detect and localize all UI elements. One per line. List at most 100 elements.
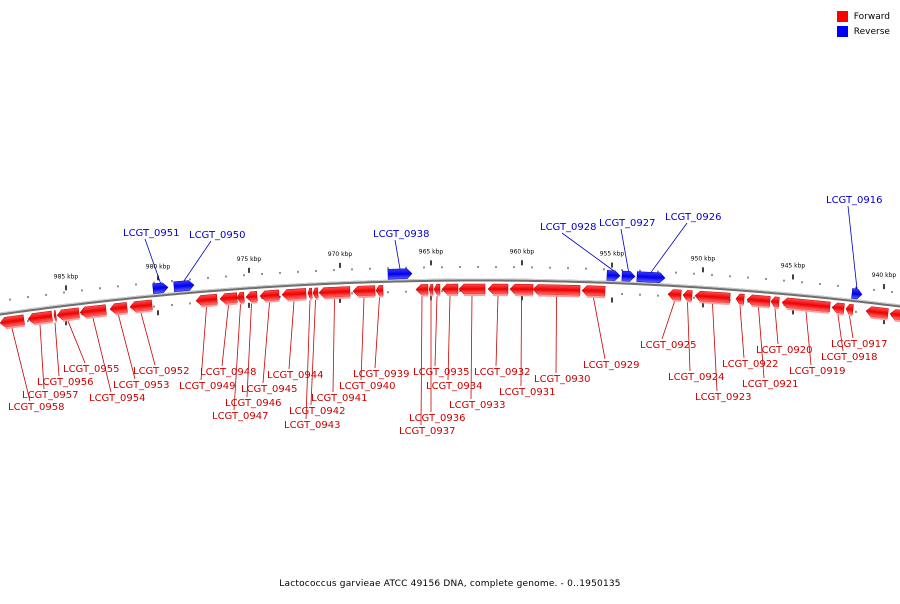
gene-arrow-lcgt-0929 — [581, 285, 606, 297]
gene-label: LCGT_0941 — [311, 393, 368, 404]
gene-leader-line — [200, 306, 207, 381]
reverse-swatch — [836, 26, 848, 37]
gene-arrow-unlabeled — [865, 306, 889, 319]
gene-leader-line — [758, 307, 765, 379]
gene-arrow-lcgt-0957 — [27, 310, 53, 324]
gene-arrow-lcgt-0917-shadow — [848, 314, 853, 317]
gene-arrow-lcgt-0932 — [487, 283, 509, 295]
gene-arrow-lcgt-0918 — [831, 302, 845, 314]
gene-arrow-lcgt-0943-shadow — [310, 298, 313, 301]
gene-label: LCGT_0919 — [789, 366, 846, 377]
gene-arrow-lcgt-0946 — [245, 291, 258, 302]
gene-label: LCGT_0949 — [179, 381, 236, 392]
gene-arrow-lcgt-0936 — [428, 284, 434, 295]
gene-leader-line — [847, 205, 858, 290]
gene-features — [0, 268, 900, 330]
gene-label: LCGT_0935 — [413, 367, 470, 378]
gene-arrow-lcgt-0918-shadow — [836, 312, 844, 316]
legend-forward-label: Forward — [853, 11, 890, 22]
gene-leader-line — [712, 303, 718, 392]
gene-arrow-lcgt-0954-shadow — [85, 314, 107, 319]
gene-arrow-lcgt-0921-shadow — [751, 304, 770, 309]
gene-arrow-lcgt-0957-shadow — [33, 320, 53, 326]
legend-reverse-label: Reverse — [853, 26, 890, 37]
gene-label: LCGT_0958 — [8, 402, 65, 413]
gene-label: LCGT_0927 — [599, 218, 656, 229]
gene-label: LCGT_0953 — [113, 380, 170, 391]
gene-arrow-lcgt-0952 — [129, 299, 153, 312]
gene-arrow-lcgt-0956-shadow — [55, 320, 57, 323]
gene-leader-line — [39, 324, 45, 390]
gene-arrow-lcgt-0940 — [352, 285, 376, 297]
gene-label: LCGT_0936 — [409, 413, 466, 424]
gene-leader-line — [434, 296, 438, 367]
gene-arrow-lcgt-0943 — [307, 287, 313, 299]
gene-label: LCGT_0932 — [474, 367, 531, 378]
gene-leader-line — [739, 305, 745, 359]
gene-leader-line — [661, 301, 675, 340]
gene-leader-line — [140, 312, 156, 366]
gene-leader-line — [561, 232, 614, 271]
gene-leader-line — [520, 296, 522, 387]
scale-tick-label: 970 kbp — [328, 251, 353, 258]
gene-arrow-lcgt-0933-shadow — [464, 293, 486, 297]
gene-label: LCGT_0948 — [200, 367, 257, 378]
gene-arrow-lcgt-0955 — [56, 307, 80, 321]
strand-legend: Forward Reverse — [836, 9, 890, 39]
gene-label: LCGT_0950 — [189, 230, 246, 241]
gene-arrow-lcgt-0934 — [441, 283, 459, 295]
gene-arrow-lcgt-0945 — [259, 289, 280, 302]
gene-leader-line — [332, 299, 335, 393]
gene-arrow-lcgt-0956 — [53, 310, 57, 321]
scale-tick-label: 980 kbp — [146, 263, 171, 270]
gene-leader-line — [118, 315, 136, 380]
gene-arrow-lcgt-0928 — [606, 270, 621, 281]
gene-arrow-lcgt-0923 — [694, 290, 731, 304]
gene-arrow-lcgt-0950 — [173, 280, 195, 293]
gene-arrow-lcgt-0927 — [621, 270, 636, 282]
gene-leader-line — [447, 296, 451, 381]
gene-arrow-lcgt-0947 — [236, 291, 245, 303]
gene-arrow-lcgt-0937-shadow — [421, 294, 429, 297]
gene-leader-line — [650, 222, 688, 273]
gene-arrow-lcgt-0919-shadow — [786, 307, 830, 314]
gene-label: LCGT_0952 — [133, 366, 190, 377]
scale-tick-label: 955 kbp — [600, 251, 625, 258]
gene-arrow-lcgt-0946-shadow — [251, 301, 258, 304]
gene-leader-line — [420, 296, 423, 426]
gene-label: LCGT_0928 — [540, 222, 597, 233]
gene-arrow-lcgt-0944 — [281, 288, 307, 300]
gene-arrow-lcgt-0925-shadow — [672, 299, 681, 302]
gene-label: LCGT_0921 — [742, 379, 799, 390]
gene-label: LCGT_0956 — [37, 377, 94, 388]
gene-label: LCGT_0930 — [534, 374, 591, 385]
gene-arrow-lcgt-0951 — [152, 282, 169, 295]
gene-arrow-lcgt-0948 — [219, 292, 238, 304]
gene-arrow-lcgt-0958-shadow — [5, 324, 25, 330]
gene-label: LCGT_0922 — [722, 359, 779, 370]
gene-arrow-lcgt-0926 — [636, 271, 666, 284]
gene-label: LCGT_0957 — [22, 390, 79, 401]
gene-label: LCGT_0945 — [241, 384, 298, 395]
gene-label: LCGT_0934 — [426, 381, 483, 392]
gene-label: LCGT_0917 — [831, 339, 888, 350]
gene-arrow-lcgt-0958 — [0, 314, 25, 328]
gene-arrow-lcgt-0939-shadow — [379, 295, 384, 298]
scale-tick-label: 960 kbp — [510, 248, 535, 255]
gene-arrow-lcgt-0940-shadow — [358, 295, 376, 299]
gene-arrow-lcgt-0955-shadow — [62, 317, 80, 322]
gene-arrow-lcgt-0931-shadow — [514, 294, 533, 297]
gene-leader-line — [54, 322, 60, 377]
gene-arrow-lcgt-0945-shadow — [265, 299, 280, 303]
gene-label: LCGT_0929 — [583, 360, 640, 371]
scale-tick-label: 950 kbp — [691, 255, 716, 262]
gene-leader-line — [11, 328, 31, 402]
forward-swatch — [836, 11, 848, 22]
gene-leader-line — [305, 300, 311, 420]
scale-tick-label: 965 kbp — [419, 248, 444, 255]
gene-arrow-lcgt-0924-shadow — [686, 300, 692, 303]
gene-label: LCGT_0951 — [123, 228, 180, 239]
gene-arrow-lcgt-0942-shadow — [315, 297, 319, 300]
